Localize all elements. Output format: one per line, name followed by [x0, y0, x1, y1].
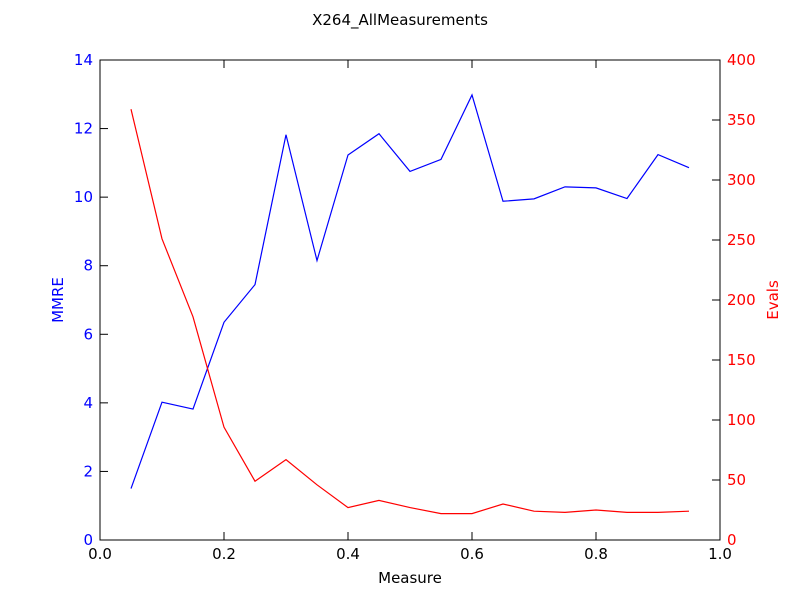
right-y-tick-label: 400: [727, 51, 756, 69]
left-y-tick-label: 10: [74, 188, 93, 206]
plot-background: [100, 60, 720, 540]
right-y-tick-label: 350: [727, 111, 756, 129]
ticks-layer: 0.0 0.2 0.4 0.6 0.8 1.00246810121405010015020…: [74, 51, 756, 563]
right-y-tick-label: 300: [727, 171, 756, 189]
x-tick-label: 0.0: [88, 545, 112, 563]
x-tick-label: 0.6: [460, 545, 484, 563]
right-y-tick-label: 50: [727, 471, 746, 489]
left-y-tick-label: 0: [83, 531, 93, 549]
chart-title: X264_AllMeasurements: [312, 11, 488, 30]
series-layer: [130, 93, 690, 515]
right-y-tick-label: 0: [727, 531, 737, 549]
left-y-tick-label: 2: [83, 462, 93, 480]
left-y-tick-label: 14: [74, 51, 93, 69]
left-y-tick-label: 6: [83, 325, 93, 343]
left-y-tick-label: 12: [74, 120, 93, 138]
right-y-tick-label: 250: [727, 231, 756, 249]
x-tick-label: 0.8: [584, 545, 608, 563]
evals-series-line: [130, 109, 690, 515]
right-y-tick-label: 200: [727, 291, 756, 309]
x-tick-label: 1.0: [708, 545, 732, 563]
left-y-tick-label: 4: [83, 394, 93, 412]
right-y-tick-label: 150: [727, 351, 756, 369]
plot-frame: [99, 59, 721, 541]
right-y-tick-label: 100: [727, 411, 756, 429]
x-axis-title: Measure: [378, 569, 442, 587]
left-y-tick-label: 8: [83, 257, 93, 275]
mmre-series-line: [130, 93, 690, 489]
right-axis-title: Evals: [764, 280, 782, 320]
x-tick-label: 0.4: [336, 545, 360, 563]
x-tick-label: 0.2: [212, 545, 236, 563]
left-axis-title: MMRE: [49, 277, 67, 323]
